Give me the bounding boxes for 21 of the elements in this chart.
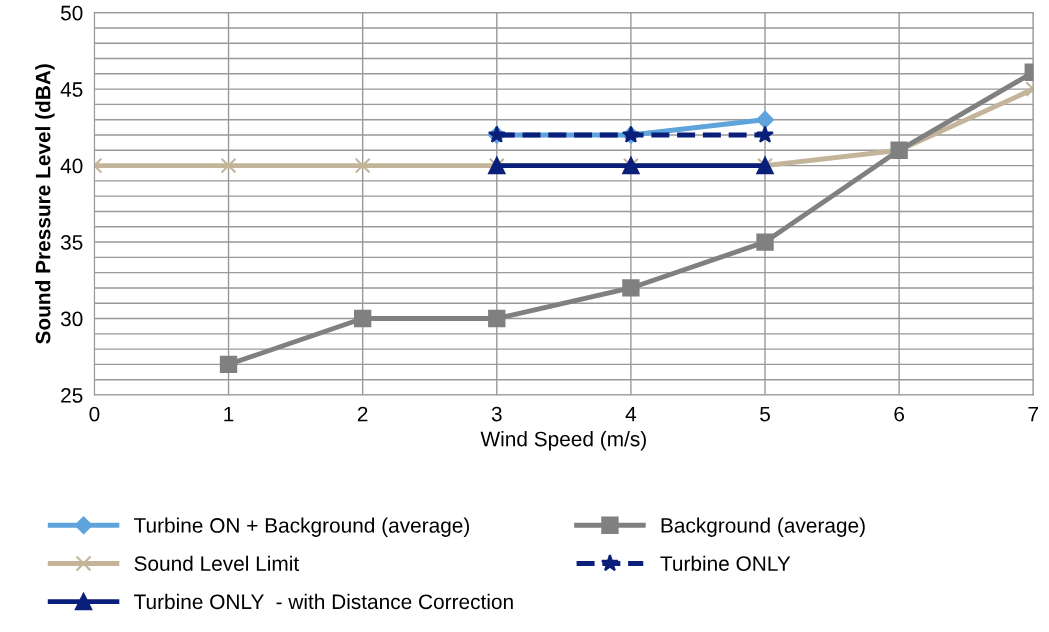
x-tick-label: 0 bbox=[89, 406, 100, 422]
x-tick-label: 6 bbox=[894, 406, 905, 422]
x-tick-label: 1 bbox=[224, 406, 234, 422]
legend-label: Turbine ONLY - with Distance Correction bbox=[134, 593, 513, 610]
y-tick-label: 30 bbox=[60, 311, 83, 327]
x-tick-label: 5 bbox=[760, 406, 770, 422]
legend-label: Sound Level Limit bbox=[134, 555, 300, 571]
y-tick-label: 50 bbox=[60, 5, 83, 21]
y-tick-label: 35 bbox=[60, 235, 83, 250]
x-tick-label: 7 bbox=[1028, 406, 1039, 422]
x-tick-label: 4 bbox=[625, 406, 637, 422]
y-tick-label: 25 bbox=[61, 388, 83, 403]
x-tick-label: 3 bbox=[491, 406, 502, 422]
x-tick-label: 2 bbox=[357, 406, 368, 422]
legend-label: Turbine ON + Background (average) bbox=[134, 517, 470, 537]
y-axis-title: Sound Pressure Level (dBA) bbox=[35, 64, 55, 344]
legend-label: Turbine ONLY bbox=[660, 555, 791, 571]
x-axis-title: Wind Speed (m/s) bbox=[480, 431, 646, 451]
y-tick-label: 45 bbox=[60, 82, 83, 97]
y-tick-label: 40 bbox=[60, 158, 83, 174]
legend-label: Background (average) bbox=[661, 517, 865, 537]
